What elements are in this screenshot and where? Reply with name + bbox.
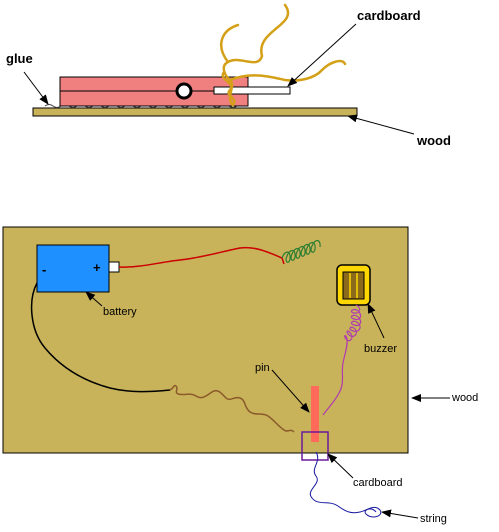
purple-coil-wire (322, 304, 362, 416)
side-wood-strip (32, 107, 358, 117)
arrow-battery (85, 291, 103, 307)
peg-pivot (175, 82, 193, 100)
brown-wire (169, 384, 295, 433)
peg-lower-jaw (59, 90, 249, 107)
battery-body (36, 244, 110, 293)
label-battery: battery (103, 306, 137, 318)
pin (311, 386, 319, 442)
red-wire-stub (281, 257, 285, 265)
arrow-string (381, 509, 419, 519)
black-wire (30, 282, 171, 393)
side-string-knot (221, 71, 236, 107)
arrow-buzzer (367, 303, 385, 339)
green-coil-wire (281, 239, 321, 263)
arrow-wood-top (347, 114, 415, 135)
blue-string (309, 451, 382, 518)
label-cardboard-top: cardboard (357, 8, 421, 23)
battery-minus-sign: - (42, 262, 46, 277)
arrow-cardboard-bottom (327, 453, 354, 479)
arrow-glue (23, 71, 49, 105)
arrow-pin (271, 369, 310, 413)
battery-plus-sign: + (93, 260, 101, 275)
label-cardboard-bottom: cardboard (353, 477, 403, 489)
top-view: - + battery buzzer pin wood cardboard st… (2, 226, 478, 525)
red-wire (118, 246, 283, 268)
label-string: string (420, 513, 447, 525)
label-wood-top: wood (416, 133, 451, 148)
label-wood-bottom: wood (451, 392, 478, 404)
buzzer-inner (342, 271, 365, 300)
side-string (219, 3, 347, 106)
battery-terminal (108, 261, 120, 273)
cardboard-square (301, 431, 329, 461)
side-view: cardboard glue wood (6, 3, 451, 148)
label-glue: glue (6, 51, 33, 66)
label-pin: pin (255, 362, 270, 374)
side-cardboard-strip (213, 86, 291, 95)
label-buzzer: buzzer (364, 343, 397, 355)
arrow-cardboard-top (287, 23, 357, 87)
